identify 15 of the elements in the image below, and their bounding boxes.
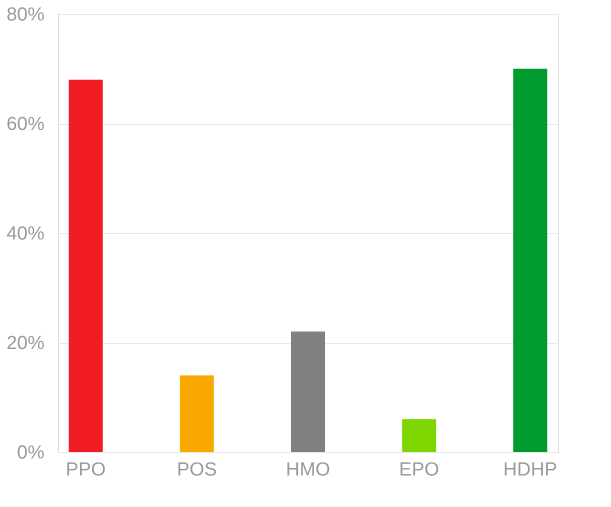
- x-tick-label: POS: [176, 460, 217, 480]
- y-tick-label: 80%: [6, 4, 45, 26]
- x-tick-label: HDHP: [503, 460, 558, 480]
- y-tick-label: 0%: [17, 442, 45, 464]
- x-tick-label: PPO: [66, 460, 106, 480]
- x-tick-label: EPO: [399, 460, 440, 480]
- bar: [513, 68, 548, 452]
- bar: [291, 332, 325, 452]
- y-tick-label: 60%: [6, 114, 45, 135]
- x-tick-label: HMO: [286, 460, 330, 480]
- y-tick-label: 40%: [6, 224, 45, 244]
- bar: [402, 419, 436, 452]
- bar: [180, 375, 214, 452]
- bar: [68, 80, 103, 452]
- y-tick-label: 20%: [6, 333, 45, 354]
